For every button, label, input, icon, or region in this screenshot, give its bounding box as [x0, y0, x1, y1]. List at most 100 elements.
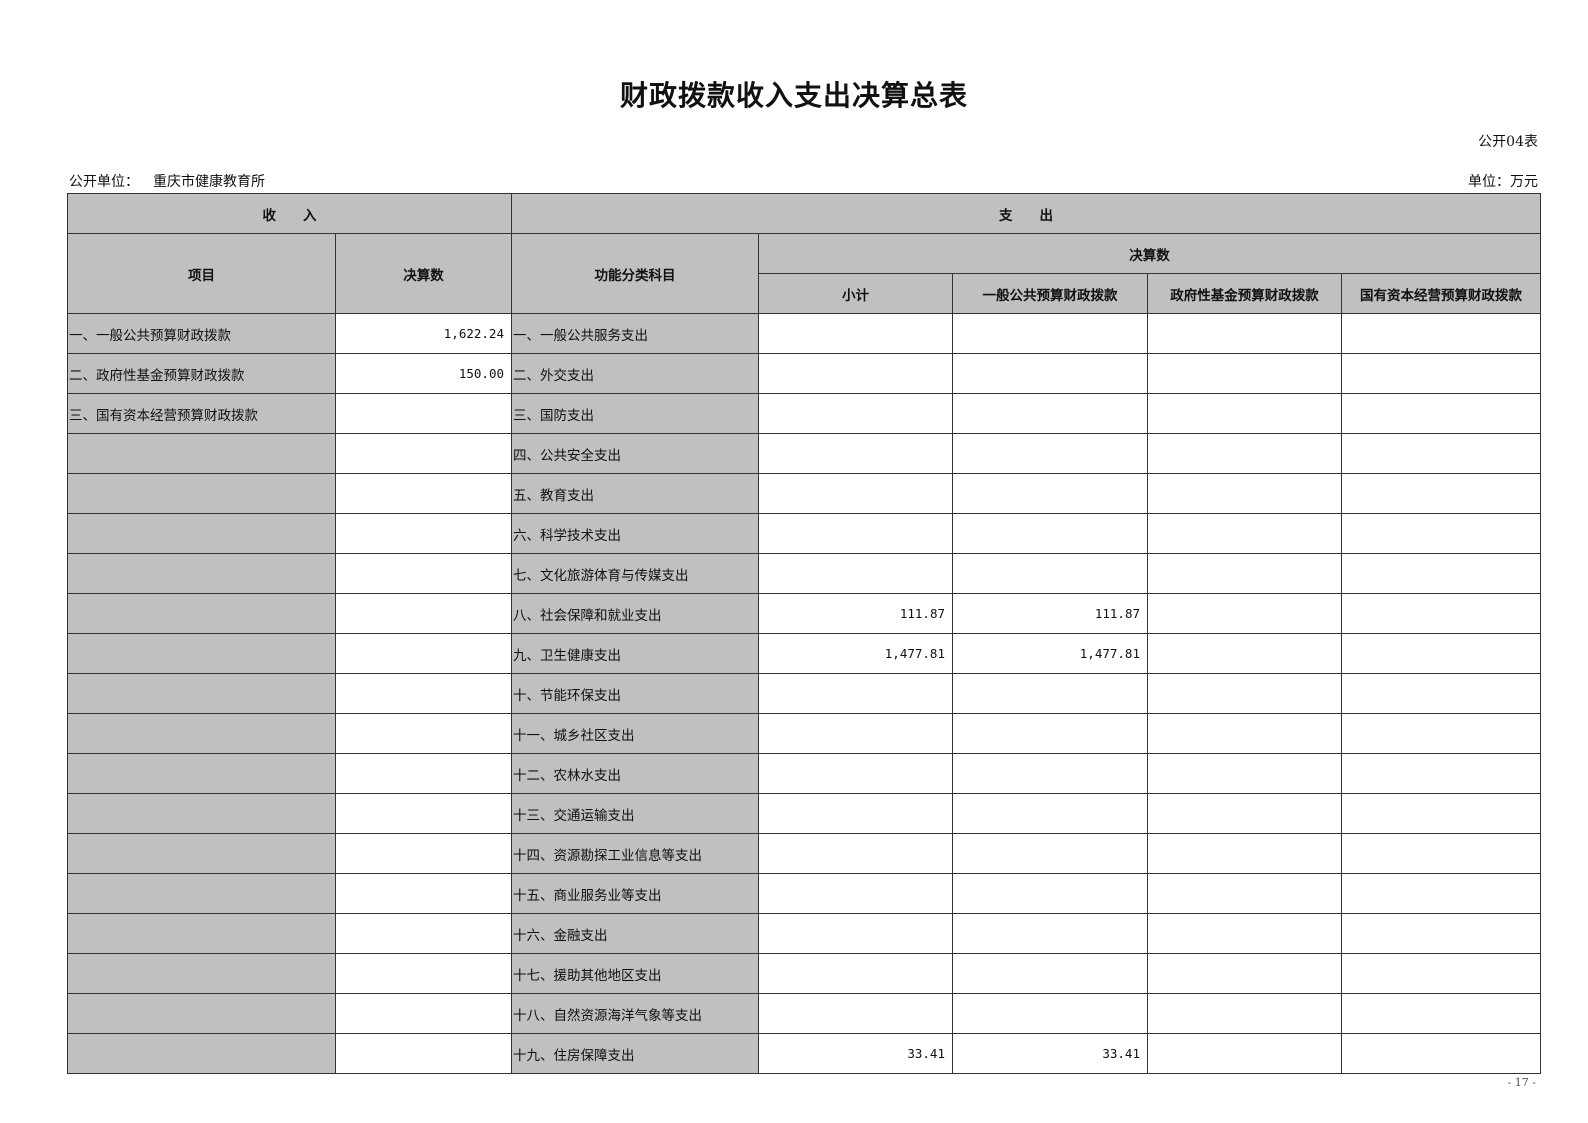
general-budget-cell: 33.41: [952, 1033, 1148, 1074]
state-capital-cell: [1340, 353, 1542, 394]
income-item-cell: [67, 793, 336, 834]
gov-fund-cell: [1147, 793, 1342, 834]
table-row: 一、一般公共预算财政拨款 1,622.24 一、一般公共服务支出: [67, 313, 1542, 354]
general-budget-cell: 1,477.81: [952, 633, 1148, 674]
table-row: 十九、住房保障支出 33.41 33.41: [67, 1033, 1542, 1074]
income-amount-cell: [335, 673, 512, 714]
table-row: 三、国有资本经营预算财政拨款 三、国防支出: [67, 393, 1542, 434]
subtotal-cell: [758, 313, 953, 354]
income-amount-cell: [335, 913, 512, 954]
income-amount-cell: [335, 433, 512, 474]
table-row: 二、政府性基金预算财政拨款 150.00 二、外交支出: [67, 353, 1542, 394]
income-item-cell: [67, 873, 336, 914]
state-capital-cell: [1340, 873, 1542, 914]
page-number: - 17 -: [1507, 1076, 1536, 1089]
function-category-cell: 十一、城乡社区支出: [511, 713, 759, 754]
table-row: 十二、农林水支出: [67, 753, 1542, 794]
table-row: 十五、商业服务业等支出: [67, 873, 1542, 914]
income-amount-cell: [335, 473, 512, 514]
general-budget-cell: [952, 673, 1148, 714]
state-capital-cell: [1340, 393, 1542, 434]
state-capital-cell: [1340, 473, 1542, 514]
gov-fund-cell: [1147, 633, 1342, 674]
table-row: 五、教育支出: [67, 473, 1542, 514]
income-item-cell: [67, 553, 336, 594]
income-item-cell: [67, 633, 336, 674]
function-category-cell: 十三、交通运输支出: [511, 793, 759, 834]
currency-unit: 单位：万元: [1468, 174, 1538, 190]
gov-fund-header: 政府性基金预算财政拨款: [1147, 273, 1342, 314]
state-capital-cell: [1340, 913, 1542, 954]
table-row: 四、公共安全支出: [67, 433, 1542, 474]
general-budget-cell: [952, 993, 1148, 1034]
subtotal-cell: [758, 993, 953, 1034]
income-item-cell: [67, 993, 336, 1034]
income-amount-cell: [335, 393, 512, 434]
state-capital-cell: [1340, 1033, 1542, 1074]
income-item-cell: [67, 473, 336, 514]
subtotal-cell: [758, 393, 953, 434]
state-capital-cell: [1340, 713, 1542, 754]
function-category-cell: 三、国防支出: [511, 393, 759, 434]
subtotal-cell: [758, 713, 953, 754]
income-amount-cell: 150.00: [335, 353, 512, 394]
income-item-cell: [67, 513, 336, 554]
subtotal-cell: [758, 833, 953, 874]
form-number: 公开04表: [1478, 134, 1538, 150]
gov-fund-cell: [1147, 713, 1342, 754]
item-header: 项目: [67, 233, 336, 314]
general-budget-cell: [952, 753, 1148, 794]
gov-fund-cell: [1147, 473, 1342, 514]
gov-fund-cell: [1147, 873, 1342, 914]
gov-fund-cell: [1147, 1033, 1342, 1074]
subtotal-cell: [758, 793, 953, 834]
income-item-cell: 三、国有资本经营预算财政拨款: [67, 393, 336, 434]
general-budget-cell: [952, 793, 1148, 834]
reporting-unit: 公开单位： 重庆市健康教育所: [69, 171, 265, 191]
state-capital-cell: [1340, 593, 1542, 634]
state-capital-cell: [1340, 553, 1542, 594]
gov-fund-cell: [1147, 553, 1342, 594]
expense-header: 支 出: [510, 193, 1542, 234]
gov-fund-cell: [1147, 353, 1342, 394]
subtotal-cell: [758, 673, 953, 714]
general-budget-cell: [952, 313, 1148, 354]
income-item-cell: [67, 593, 336, 634]
function-category-cell: 五、教育支出: [511, 473, 759, 514]
general-budget-cell: [952, 393, 1148, 434]
function-category-cell: 九、卫生健康支出: [511, 633, 759, 674]
income-amount-cell: [335, 793, 512, 834]
function-category-cell: 十、节能环保支出: [511, 673, 759, 714]
table-row: 十四、资源勘探工业信息等支出: [67, 833, 1542, 874]
general-budget-cell: 111.87: [952, 593, 1148, 634]
function-category-cell: 十六、金融支出: [511, 913, 759, 954]
subtotal-cell: 33.41: [758, 1033, 953, 1074]
general-budget-cell: [952, 873, 1148, 914]
subtotal-cell: [758, 513, 953, 554]
income-amount-cell: [335, 953, 512, 994]
general-budget-cell: [952, 913, 1148, 954]
gov-fund-cell: [1147, 993, 1342, 1034]
state-capital-cell: [1340, 953, 1542, 994]
final-amount-header: 决算数: [757, 233, 1542, 274]
general-budget-cell: [952, 353, 1148, 394]
gov-fund-cell: [1147, 393, 1342, 434]
general-budget-cell: [952, 553, 1148, 594]
income-item-cell: [67, 713, 336, 754]
income-amount-cell: [335, 993, 512, 1034]
general-budget-header: 一般公共预算财政拨款: [952, 273, 1148, 314]
income-amount-cell: [335, 753, 512, 794]
income-amount-header: 决算数: [335, 233, 512, 314]
function-category-cell: 十五、商业服务业等支出: [511, 873, 759, 914]
table-row: 六、科学技术支出: [67, 513, 1542, 554]
table-row: 十、节能环保支出: [67, 673, 1542, 714]
fiscal-appropriation-table: 收 入 支 出 项目 决算数 功能分类科目 决算数 小计 一般公共预算财政拨款 …: [67, 193, 1542, 1074]
subtotal-cell: [758, 753, 953, 794]
subtotal-cell: 1,477.81: [758, 633, 953, 674]
gov-fund-cell: [1147, 833, 1342, 874]
subtotal-cell: [758, 353, 953, 394]
state-capital-cell: [1340, 753, 1542, 794]
income-amount-cell: [335, 713, 512, 754]
subtotal-cell: [758, 913, 953, 954]
income-header: 收 入: [67, 193, 512, 234]
